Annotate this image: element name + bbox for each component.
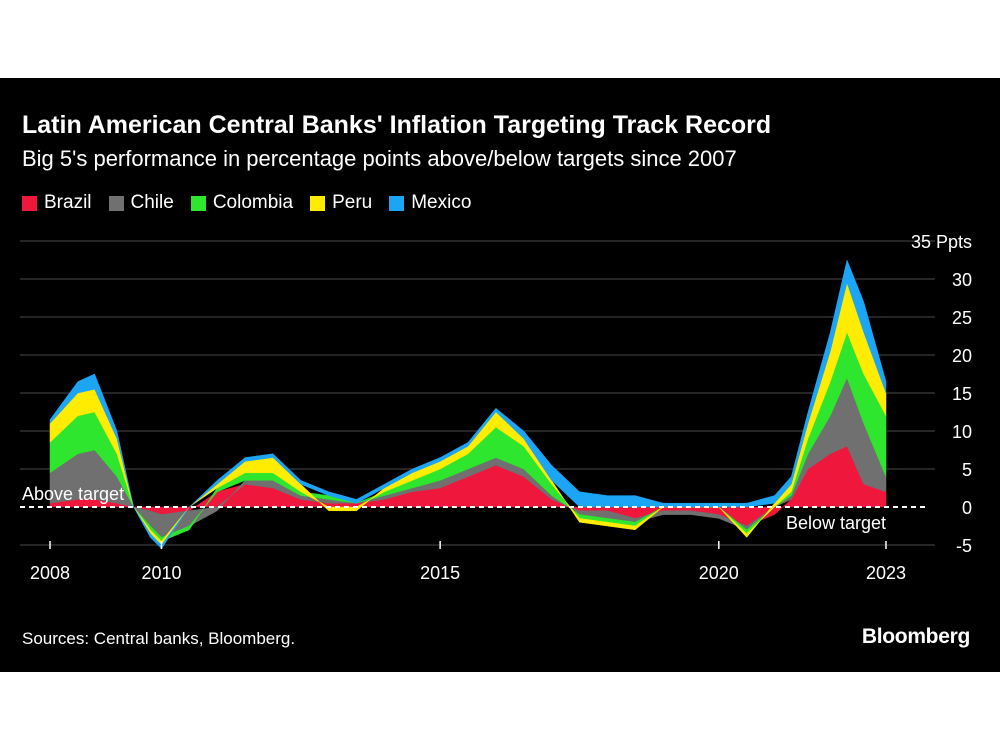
x-tick-label-2008: 2008 (30, 563, 70, 583)
source-note: Sources: Central banks, Bloomberg. (22, 629, 296, 648)
annotation-below-target: Below target (786, 513, 886, 533)
chart-title: Latin American Central Banks' Inflation … (22, 111, 772, 139)
area-colombia (49, 331, 887, 542)
area-peru (49, 281, 887, 546)
legend-label-peru: Peru (332, 192, 373, 213)
legend-item-peru[interactable]: Peru (310, 192, 372, 214)
y-tick-label-30: 30 (952, 270, 972, 290)
legend-item-colombia[interactable]: Colombia (190, 192, 294, 214)
legend-swatch-chile (108, 195, 124, 211)
y-tick-label-10: 10 (952, 422, 972, 442)
legend-label-brazil: Brazil (44, 192, 92, 213)
legend-item-chile[interactable]: Chile (108, 192, 174, 214)
chart-subtitle: Big 5's performance in percentage points… (22, 146, 737, 171)
legend-item-mexico[interactable]: Mexico (389, 192, 471, 214)
x-tick-label-2015: 2015 (420, 563, 460, 583)
y-tick-label--5: -5 (956, 536, 972, 556)
legend-item-brazil[interactable]: Brazil (22, 192, 92, 214)
y-tick-label-0: 0 (962, 498, 972, 518)
y-tick-label-5: 5 (962, 460, 972, 480)
legend-swatch-brazil (22, 195, 37, 211)
legend-swatch-mexico (389, 195, 405, 211)
x-tick-label-2020: 2020 (699, 563, 739, 583)
legend: Brazil Chile Colombia Peru Mexico (22, 192, 471, 214)
y-tick-label-15: 15 (952, 384, 972, 404)
legend-swatch-peru (310, 195, 326, 211)
y-tick-label-20: 20 (952, 346, 972, 366)
legend-swatch-colombia (190, 195, 206, 211)
bloomberg-logo: Bloomberg (861, 625, 970, 648)
area-layer (49, 259, 887, 550)
annotation-above-target: Above target (22, 484, 124, 504)
chart-panel: Latin American Central Banks' Inflation … (0, 78, 1000, 672)
y-tick-label-35: 35 Ppts (911, 232, 972, 252)
x-tick-label-2010: 2010 (141, 563, 181, 583)
legend-label-mexico: Mexico (411, 192, 472, 213)
area-mexico (49, 259, 887, 550)
legend-label-chile: Chile (130, 192, 174, 213)
x-tick-label-2023: 2023 (866, 563, 906, 583)
legend-label-colombia: Colombia (212, 192, 294, 213)
y-tick-label-25: 25 (952, 308, 972, 328)
